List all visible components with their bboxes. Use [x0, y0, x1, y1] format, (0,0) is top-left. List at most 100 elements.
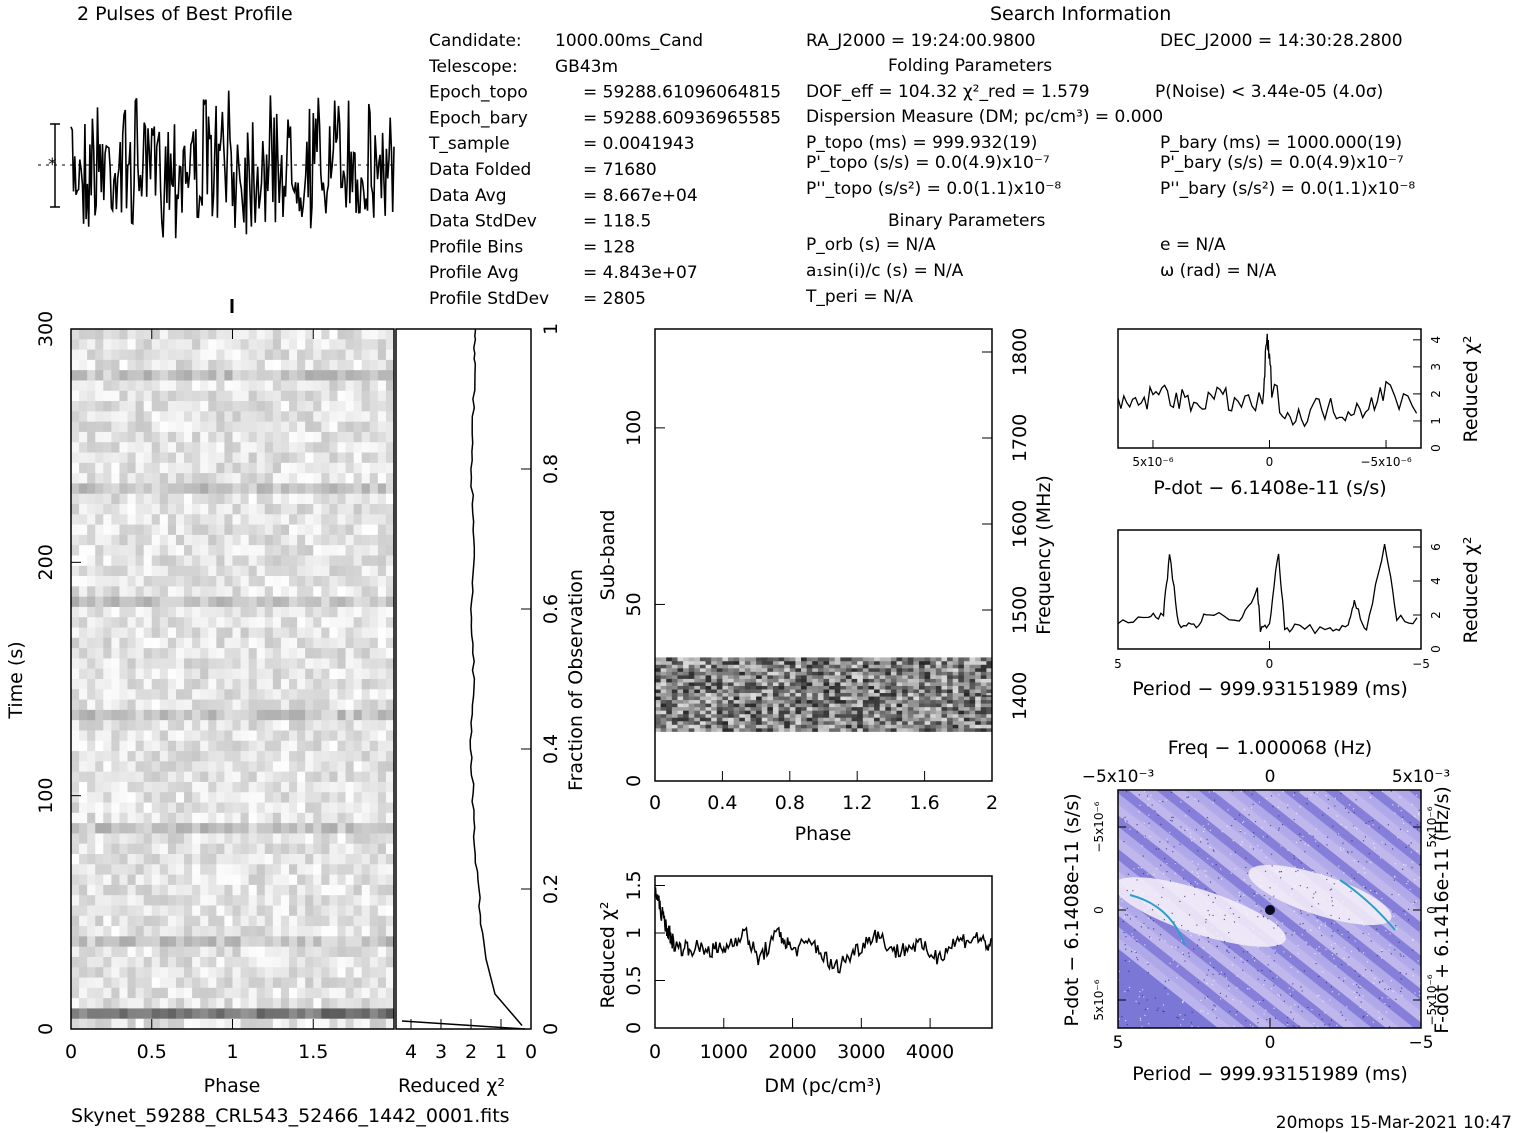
- tp-cell: [232, 854, 242, 865]
- tp-cell: [337, 339, 347, 351]
- tp-cell: [272, 720, 282, 731]
- tp-cell: [248, 431, 258, 443]
- sb-cell: [980, 660, 987, 665]
- tp-cell: [232, 359, 242, 371]
- sb-cell: [756, 692, 763, 697]
- tp-cell: [385, 524, 395, 536]
- tp-cell: [135, 555, 145, 567]
- sb-cell: [716, 657, 723, 662]
- tp-cell: [208, 946, 217, 958]
- sb-cell: [879, 696, 886, 701]
- sb-cell: [699, 678, 707, 683]
- tp-cell: [353, 854, 363, 865]
- tp-cell: [321, 946, 330, 958]
- sb-cell: [750, 717, 757, 722]
- tp-cell: [135, 596, 145, 608]
- pp-speck: [1218, 877, 1220, 879]
- tp-cell: [256, 864, 266, 876]
- sb-cell: [907, 728, 914, 732]
- tp-cell: [167, 617, 177, 629]
- tp-cell: [95, 699, 104, 711]
- tp-cell: [184, 740, 193, 752]
- sb-cell: [924, 675, 931, 679]
- sb-cell: [918, 689, 926, 694]
- pp-speck: [1295, 870, 1297, 873]
- sb-cell: [907, 692, 914, 697]
- pp-speck: [1409, 821, 1411, 824]
- tp-cell: [353, 1008, 363, 1020]
- tp-cell: [167, 720, 177, 731]
- sb-cell: [739, 692, 746, 697]
- tp-cell: [119, 431, 129, 443]
- tp-cell: [297, 1018, 306, 1030]
- tp-cell: [272, 895, 282, 906]
- tp-cell: [256, 431, 266, 443]
- tp-cell: [79, 967, 88, 979]
- tp-cell: [305, 462, 314, 474]
- sb-cell: [958, 682, 965, 686]
- tp-cell: [289, 936, 298, 948]
- sb-cell: [963, 657, 971, 662]
- tp-cell: [103, 524, 112, 536]
- tp-cell: [272, 504, 282, 515]
- tp-cell: [95, 1008, 104, 1020]
- pp-speck: [1179, 843, 1181, 845]
- tp-cell: [143, 504, 153, 515]
- sb-cell: [671, 678, 678, 683]
- tp-cell: [297, 493, 306, 505]
- sb-cell: [823, 692, 830, 697]
- pp-speck: [1242, 894, 1245, 896]
- tp-cell: [119, 504, 129, 515]
- sb-cell: [947, 685, 954, 690]
- tp-cell: [232, 1018, 242, 1030]
- tp-cell: [71, 895, 80, 906]
- sb-cell: [666, 703, 673, 708]
- tp-cell: [127, 442, 137, 454]
- pp-speck: [1390, 790, 1392, 792]
- tp-cell: [135, 648, 145, 659]
- sb-cell: [834, 713, 841, 718]
- sb-cell: [986, 685, 993, 690]
- sb-cell: [958, 671, 965, 676]
- tp-cell: [289, 946, 298, 958]
- tp-cell: [127, 946, 137, 958]
- tchi-xtick-label: 3: [435, 1041, 447, 1063]
- sb-cell: [812, 678, 819, 683]
- tp-cell: [184, 565, 193, 577]
- tp-cell: [289, 751, 298, 762]
- tp-cell: [297, 926, 306, 937]
- tp-cell: [369, 637, 379, 649]
- tp-cell: [127, 812, 137, 824]
- sb-cell: [666, 660, 673, 665]
- tp-cell: [337, 936, 347, 948]
- tp-cell: [143, 359, 153, 371]
- sb-cell: [969, 728, 976, 732]
- tp-cell: [329, 637, 338, 649]
- tp-cell: [216, 565, 225, 577]
- tp-cell: [143, 349, 153, 361]
- pp-speck: [1193, 948, 1195, 950]
- pp-speck: [1419, 982, 1421, 985]
- tp-cell: [385, 390, 395, 402]
- tp-cell: [159, 411, 169, 423]
- time-axis-label: Time (s): [5, 641, 27, 719]
- tp-cell: [272, 751, 282, 762]
- pp-speck: [1203, 931, 1205, 933]
- sb-cell: [671, 703, 678, 708]
- info-label-2: Epoch_topo: [429, 83, 528, 103]
- tp-cell: [272, 792, 282, 804]
- sb-cell: [941, 710, 948, 715]
- sb-cell: [761, 660, 768, 665]
- tp-cell: [208, 473, 217, 484]
- sb-cell: [896, 728, 903, 732]
- tp-cell: [345, 339, 355, 351]
- pp-speck: [1167, 993, 1169, 995]
- tp-cell: [216, 329, 225, 340]
- sb-cell: [857, 657, 864, 662]
- sb-cell: [907, 689, 914, 694]
- tp-cell: [224, 679, 233, 690]
- sb-cell: [694, 706, 701, 711]
- tp-cell: [305, 668, 314, 680]
- tp-cell: [240, 998, 250, 1009]
- pd-ytick-label: 3: [1429, 363, 1443, 371]
